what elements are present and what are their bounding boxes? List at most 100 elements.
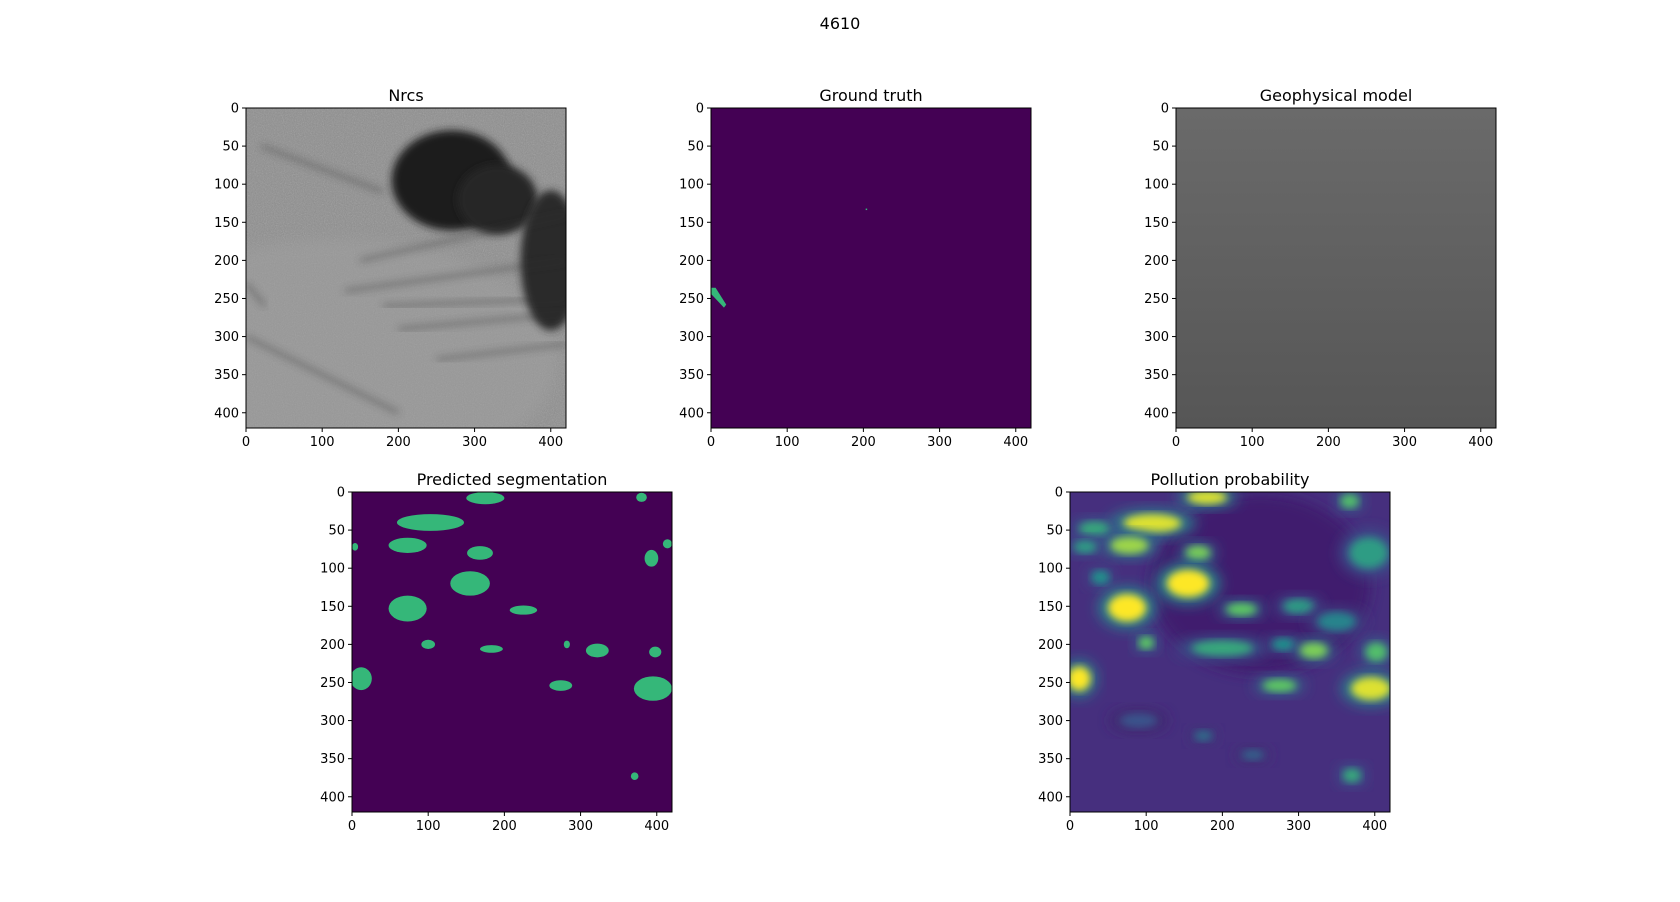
y-tick-label: 350 xyxy=(679,368,704,383)
panel-title: Pollution probability xyxy=(1151,470,1310,489)
y-tick-label: 0 xyxy=(231,102,239,117)
segmentation-blob xyxy=(662,539,672,549)
heatmap-image-0 xyxy=(246,108,566,428)
segmentation-blob xyxy=(563,640,570,649)
ground-truth-region xyxy=(865,208,868,211)
segmentation-blob xyxy=(466,492,505,505)
probability-hotspot xyxy=(1317,612,1356,631)
segmentation-blob xyxy=(509,605,538,615)
y-tick-label: 250 xyxy=(1144,292,1169,307)
nrcs-streak xyxy=(260,144,384,194)
y-tick-label: 0 xyxy=(1055,486,1063,501)
panel-title: Ground truth xyxy=(819,86,922,105)
y-tick-label: 250 xyxy=(1038,676,1063,691)
axes-frame xyxy=(710,107,1032,429)
y-tick-label: 300 xyxy=(1038,714,1063,729)
probability-hotspot xyxy=(1119,712,1158,729)
probability-hotspot xyxy=(1283,599,1314,614)
axes-frame xyxy=(1069,491,1391,813)
probability-hotspot xyxy=(1226,603,1257,616)
x-tick-label: 200 xyxy=(1316,435,1341,450)
probability-hotspot xyxy=(1191,640,1253,656)
y-tick-label: 300 xyxy=(1144,330,1169,345)
x-tick-label: 0 xyxy=(707,435,715,450)
segmentation-blob xyxy=(352,667,372,691)
probability-hotspot xyxy=(1073,540,1097,553)
y-tick-label: 0 xyxy=(337,486,345,501)
y-tick-label: 150 xyxy=(1144,216,1169,231)
y-tick-label: 50 xyxy=(328,524,345,539)
panel-title: Geophysical model xyxy=(1260,86,1413,105)
y-tick-label: 200 xyxy=(679,254,704,269)
y-tick-label: 0 xyxy=(696,102,704,117)
probability-hotspot xyxy=(1166,569,1210,598)
segmentation-blob xyxy=(549,680,573,691)
nrcs-dark-slick xyxy=(457,164,538,235)
segmentation-blob xyxy=(421,639,436,649)
probability-hotspot xyxy=(1300,642,1328,659)
y-tick-label: 400 xyxy=(1144,406,1169,421)
geophysical-model-field xyxy=(1176,108,1496,428)
probability-hotspot xyxy=(1123,514,1182,533)
x-tick-label: 300 xyxy=(927,435,952,450)
x-tick-label: 300 xyxy=(1392,435,1417,450)
probability-hotspot xyxy=(1351,677,1390,700)
x-tick-label: 0 xyxy=(1066,819,1074,834)
segmentation-blob xyxy=(480,645,503,653)
x-tick-label: 100 xyxy=(1240,435,1265,450)
y-tick-label: 200 xyxy=(1038,638,1063,653)
y-tick-label: 100 xyxy=(679,178,704,193)
y-tick-label: 100 xyxy=(320,562,345,577)
probability-hotspot xyxy=(1365,642,1387,662)
nrcs-bright-area xyxy=(246,239,558,428)
heatmap-image-4 xyxy=(1070,492,1390,812)
probability-hotspot xyxy=(1187,492,1227,505)
y-tick-label: 250 xyxy=(214,292,239,307)
y-tick-label: 300 xyxy=(320,714,345,729)
y-tick-label: 100 xyxy=(1144,178,1169,193)
x-tick-label: 300 xyxy=(1286,819,1311,834)
segmentation-blob xyxy=(450,571,490,596)
segmentation-blob xyxy=(352,543,359,551)
segmentation-blob xyxy=(630,772,639,780)
axes-frame xyxy=(1175,107,1497,429)
y-tick-label: 300 xyxy=(214,330,239,345)
probability-hotspot xyxy=(1110,536,1149,554)
nrcs-streak xyxy=(436,342,566,361)
x-tick-label: 300 xyxy=(568,819,593,834)
x-tick-label: 200 xyxy=(1210,819,1235,834)
y-tick-label: 250 xyxy=(679,292,704,307)
ground-truth-background xyxy=(711,108,1031,428)
nrcs-streak xyxy=(246,335,400,415)
y-tick-label: 400 xyxy=(1038,790,1063,805)
y-tick-label: 400 xyxy=(214,406,239,421)
x-tick-label: 200 xyxy=(386,435,411,450)
x-tick-label: 200 xyxy=(492,819,517,834)
figure-title: 4610 xyxy=(819,14,861,33)
y-tick-label: 50 xyxy=(1152,140,1169,155)
segmentation-blob xyxy=(636,492,647,502)
nrcs-streak xyxy=(246,282,267,308)
probability-hotspot xyxy=(1079,521,1110,536)
y-tick-label: 350 xyxy=(214,368,239,383)
probability-hotspot xyxy=(1138,636,1154,649)
nrcs-dark-slick xyxy=(520,190,566,331)
y-tick-label: 400 xyxy=(679,406,704,421)
probability-hotspot xyxy=(1091,570,1110,585)
probability-hotspot xyxy=(1342,768,1362,783)
x-tick-label: 100 xyxy=(416,819,441,834)
x-tick-label: 0 xyxy=(1172,435,1180,450)
segmentation-blob xyxy=(467,546,493,560)
segmentation-blob xyxy=(633,676,672,701)
axes-frame xyxy=(351,491,673,813)
segmentation-blob xyxy=(585,643,609,658)
x-tick-label: 300 xyxy=(462,435,487,450)
y-tick-label: 350 xyxy=(320,752,345,767)
probability-hotspot xyxy=(1070,666,1091,691)
y-tick-label: 400 xyxy=(320,790,345,805)
x-tick-label: 200 xyxy=(851,435,876,450)
y-tick-label: 200 xyxy=(214,254,239,269)
x-tick-label: 0 xyxy=(242,435,250,450)
x-tick-label: 400 xyxy=(538,435,563,450)
